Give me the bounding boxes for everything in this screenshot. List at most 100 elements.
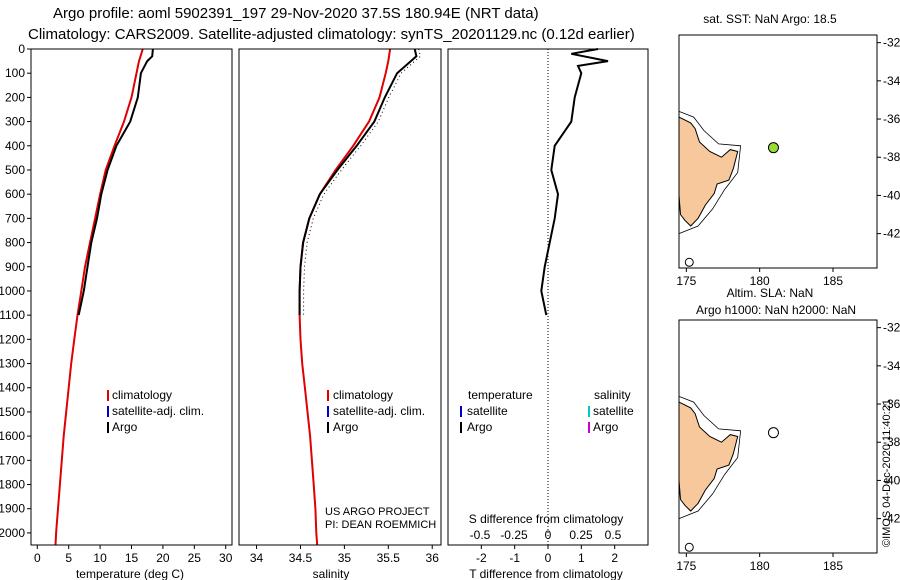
y-tick-label: 0: [18, 42, 25, 56]
pi-annotation: PI: DEAN ROEMMICH: [325, 519, 436, 531]
sla-map-points: [767, 427, 779, 439]
difference-frame: [447, 48, 649, 546]
y-tick-label: 400: [5, 139, 25, 153]
shelf-contour: [678, 396, 742, 519]
legend-satellite-label: satellite-adj. clim.: [333, 404, 425, 418]
salinity-lines: [298, 48, 421, 546]
y-tick-label: 500: [5, 163, 25, 177]
map-y-tick-label: -40: [883, 473, 900, 487]
s-tick-label: 0.25: [569, 528, 593, 542]
y-tick-label: 900: [5, 260, 25, 274]
sla-map-yticks: -32 -34 -36 -38 -40 -42: [877, 321, 900, 526]
y-tick-label: 600: [5, 187, 25, 201]
y-tick-label: 1400: [0, 381, 25, 395]
map-y-tick-label: -42: [883, 227, 900, 241]
map-x-tick-label: 185: [823, 274, 843, 288]
y-tick-label: 1600: [0, 429, 25, 443]
map-y-tick-label: -40: [883, 188, 900, 202]
legend-temperature-heading: temperature: [468, 388, 533, 402]
project-annotation: US ARGO PROJECT: [325, 506, 430, 518]
x-tick-label: 20: [156, 551, 170, 565]
legend-s-argo-label: Argo: [593, 420, 619, 434]
map-y-tick-label: -36: [883, 397, 900, 411]
argo-float-location: [767, 142, 779, 154]
temperature-xlabel: temperature (deg C): [76, 567, 184, 580]
y-tick-label: 300: [5, 115, 25, 129]
sst-map-title: sat. SST: NaN Argo: 18.5: [703, 12, 837, 26]
temperature-lines: [54, 48, 154, 546]
map-y-tick-label: -32: [883, 36, 900, 50]
s-tick-label: -0.25: [500, 528, 528, 542]
salinity-panel: 34 34.5 35 35.5 36 salinity climatology sate…: [238, 48, 442, 580]
legend-argo-label: Argo: [333, 420, 359, 434]
legend-climatology-label: climatology: [333, 388, 393, 402]
profile-title: Argo profile: aoml 5902391_197 29-Nov-20…: [53, 5, 539, 22]
island-outline: [684, 542, 694, 552]
y-tick-label: 1500: [0, 405, 25, 419]
sst-map-yticks: -32 -34 -36 -38 -40 -42: [877, 36, 900, 241]
x-tick-label: 0: [545, 551, 552, 565]
sla-map-frame: [678, 319, 878, 554]
legend-argo-label: Argo: [112, 420, 138, 434]
map-y-tick-label: -36: [883, 112, 900, 126]
y-tick-label: 800: [5, 236, 25, 250]
shelf-contour: [678, 111, 742, 234]
legend-salinity-heading: salinity: [594, 388, 631, 402]
y-tick-label: 1900: [0, 502, 25, 516]
climatology-title: Climatology: CARS2009. Satellite-adjuste…: [28, 26, 635, 43]
legend-climatology-label: climatology: [112, 388, 172, 402]
x-tick-label: 35: [338, 551, 352, 565]
difference-legend: temperature satellite Argo salinity sate…: [460, 388, 634, 434]
sst-map-points: [767, 142, 779, 154]
map-x-tick-label: 175: [676, 274, 696, 288]
y-tick-label: 1200: [0, 332, 25, 346]
y-tick-label: 1800: [0, 478, 25, 492]
difference-lines: [540, 48, 609, 316]
difference-x2ticks: -0.5 -0.25 0 0.25 0.5: [470, 528, 622, 542]
temperature-yticks: 0 100 200 300 400 500 600 700 800 900 1000 1100 1200…: [0, 42, 31, 540]
north-island-land: [678, 401, 739, 512]
x-tick-label: 15: [125, 551, 139, 565]
y-tick-label: 1000: [0, 284, 25, 298]
island-outline: [684, 257, 694, 267]
sla-map-land: [678, 396, 742, 552]
temperature-legend: climatology satellite-adj. clim. Argo: [107, 388, 204, 434]
sla-map-title-2: Argo h1000: NaN h2000: NaN: [696, 303, 856, 317]
map-y-tick-label: -38: [883, 435, 900, 449]
map-x-tick-label: 175: [676, 559, 696, 573]
series-argo-dotted: [303, 48, 421, 316]
sst-map-land: [678, 111, 742, 267]
map-x-tick-label: 180: [750, 274, 770, 288]
series-t-difference: [540, 48, 609, 316]
map-y-tick-label: -42: [883, 512, 900, 526]
map-y-tick-label: -34: [883, 74, 900, 88]
x-tick-label: 34: [250, 551, 264, 565]
salinity-legend: climatology satellite-adj. clim. Argo: [327, 388, 425, 434]
s-tick-label: 0.5: [605, 528, 622, 542]
difference-xlabel: T difference from climatology: [469, 567, 623, 580]
x-tick-label: 25: [188, 551, 202, 565]
imos-timestamp: ©IMOS 04-Dec-2020 11:40:21: [881, 399, 893, 547]
x-tick-label: -2: [476, 551, 487, 565]
difference-panel: -2 -1 0 1 2 T difference from climatology S …: [447, 48, 649, 580]
y-tick-label: 700: [5, 211, 25, 225]
legend-satellite-label: satellite-adj. clim.: [112, 404, 204, 418]
s-tick-label: -0.5: [470, 528, 491, 542]
y-tick-label: 200: [5, 90, 25, 104]
sst-map-xticks: 175 180 185: [676, 268, 843, 288]
y-tick-label: 1300: [0, 357, 25, 371]
sla-map-xticks: 175 180 185: [676, 553, 843, 573]
map-y-tick-label: -32: [883, 321, 900, 335]
x-tick-label: 1: [578, 551, 585, 565]
map-x-tick-label: 180: [750, 559, 770, 573]
difference-xticks: -2 -1 0 1 2: [476, 545, 618, 565]
y-tick-label: 100: [5, 66, 25, 80]
x-tick-label: 34.5: [289, 551, 313, 565]
sla-map-title-1: Altim. SLA: NaN: [727, 286, 814, 300]
series-climatology: [54, 48, 144, 546]
s-difference-label: S difference from climatology: [469, 512, 624, 526]
argo-float-location: [767, 427, 779, 439]
temperature-panel: 0100200300400500600700800900100011001200…: [0, 42, 233, 580]
s-tick-label: 0: [545, 528, 552, 542]
